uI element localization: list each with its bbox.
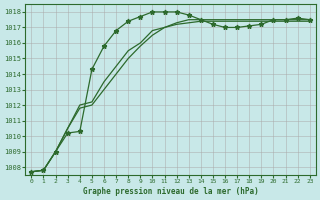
X-axis label: Graphe pression niveau de la mer (hPa): Graphe pression niveau de la mer (hPa) xyxy=(83,187,259,196)
